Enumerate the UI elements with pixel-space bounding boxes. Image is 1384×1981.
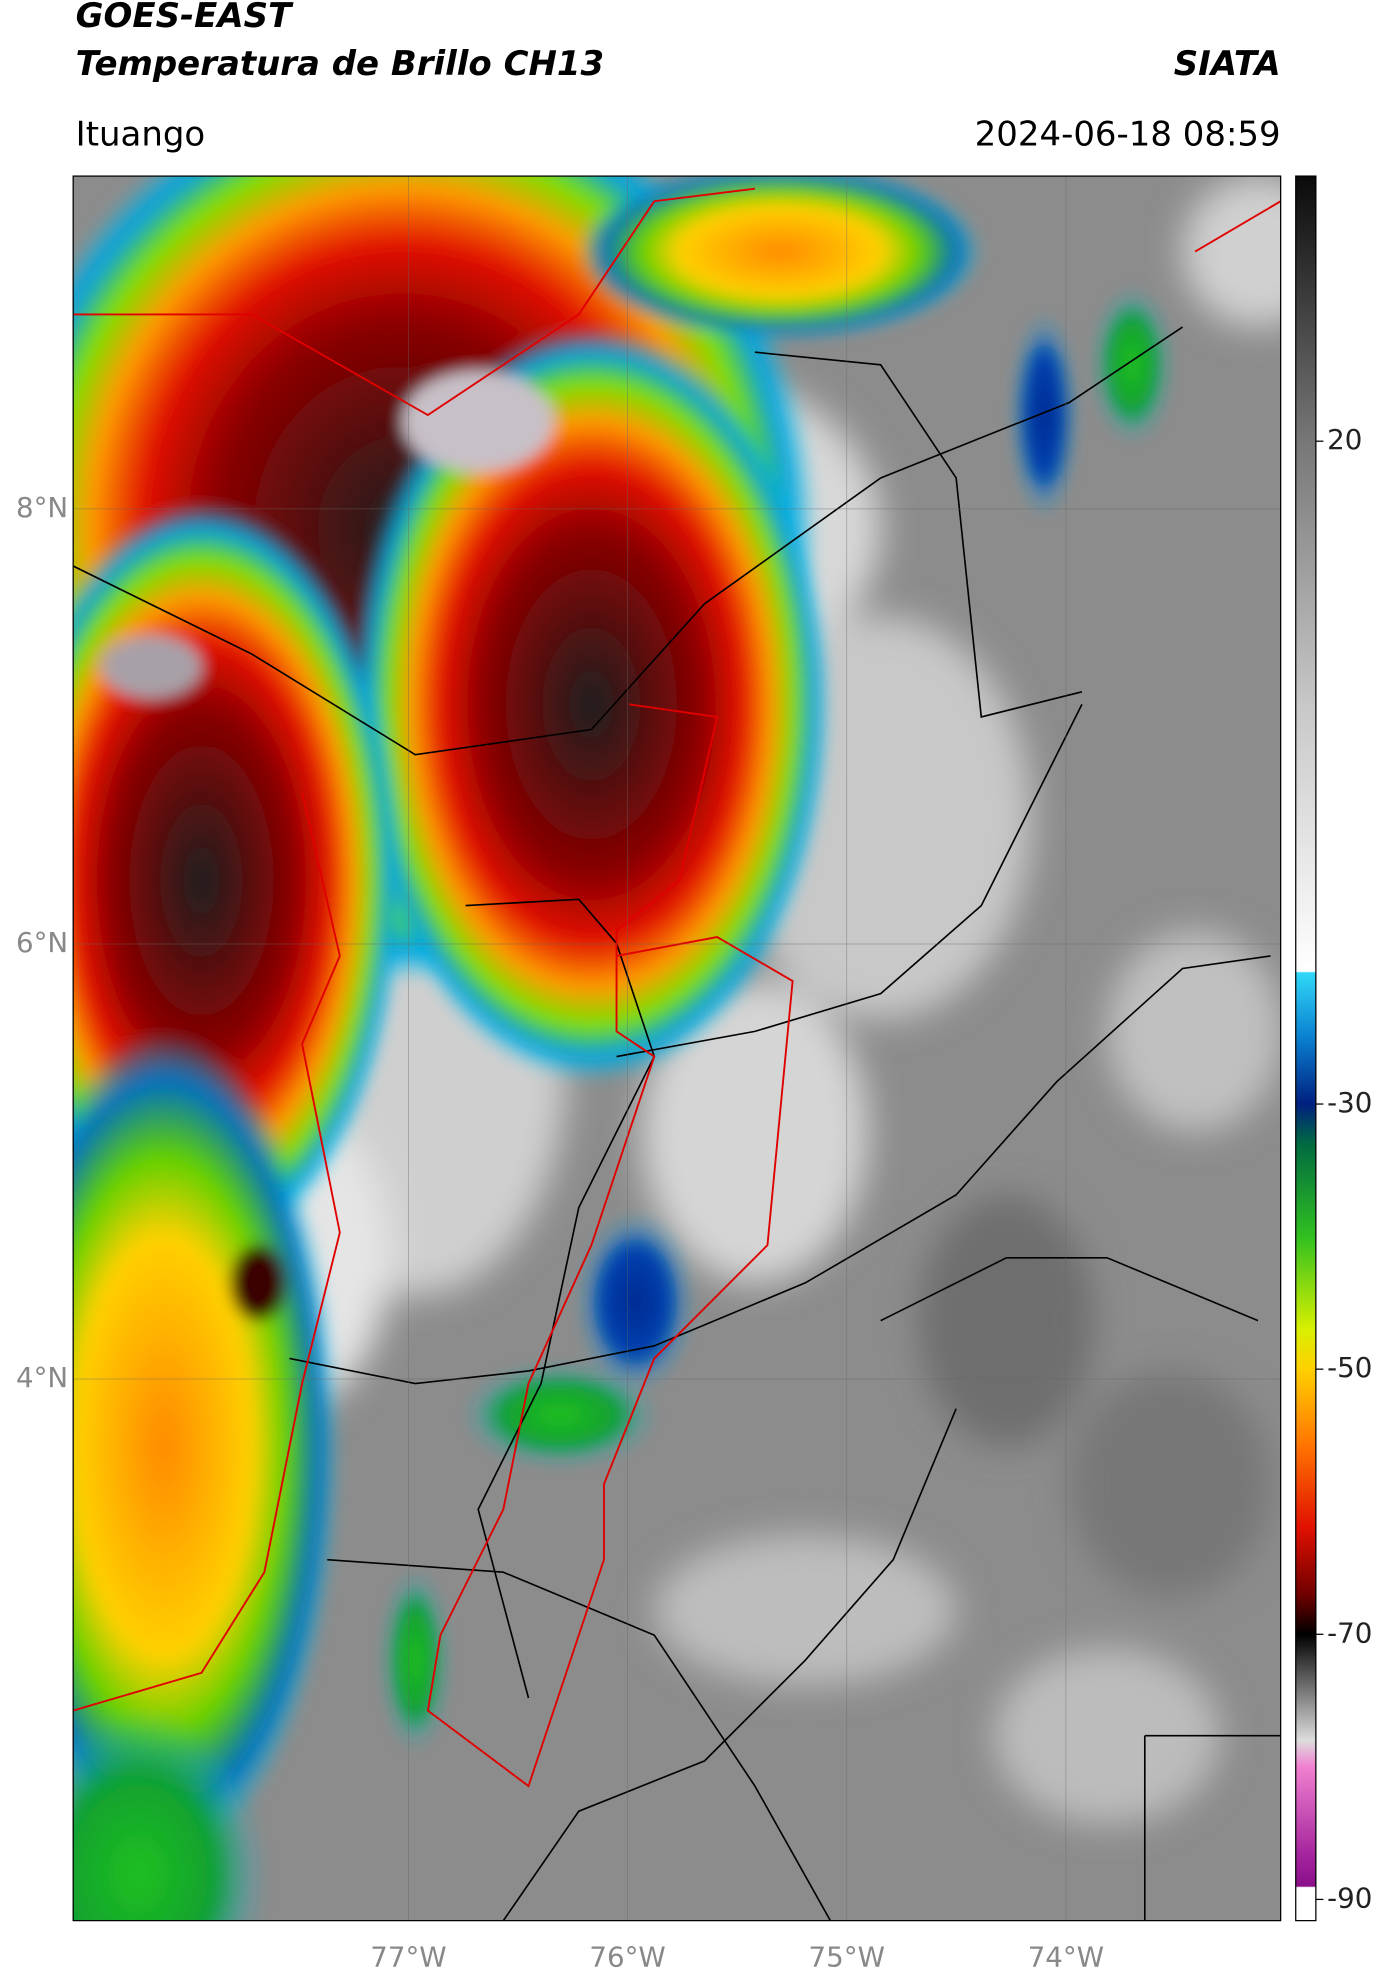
x-tick-label: 74°W <box>1028 1940 1104 1973</box>
colorbar-tick-label: -90 <box>1327 1881 1372 1914</box>
colorbar-tick-label: -30 <box>1327 1086 1372 1119</box>
colorbar <box>1295 175 1317 1922</box>
source: SIATA <box>1174 44 1281 84</box>
satellite: GOES-EAST <box>76 0 294 36</box>
datetime: 2024-06-18 08:59 <box>975 114 1281 154</box>
x-tick-label: 75°W <box>809 1940 885 1973</box>
map-frame <box>72 175 1282 1922</box>
y-tick-label: 4°N <box>16 1361 68 1394</box>
x-tick-label: 77°W <box>370 1940 446 1973</box>
y-tick-label: 6°N <box>16 926 68 959</box>
x-tick-label: 76°W <box>589 1940 665 1973</box>
colorbar-tick-label: -70 <box>1327 1616 1372 1649</box>
y-tick-label: 8°N <box>16 491 68 524</box>
region: Ituango <box>76 114 206 154</box>
colorbar-tick-label: 20 <box>1327 423 1362 456</box>
colorbar-tick-label: -50 <box>1327 1351 1372 1384</box>
satellite-image <box>73 176 1281 1921</box>
product: Temperatura de Brillo CH13 <box>76 44 604 84</box>
